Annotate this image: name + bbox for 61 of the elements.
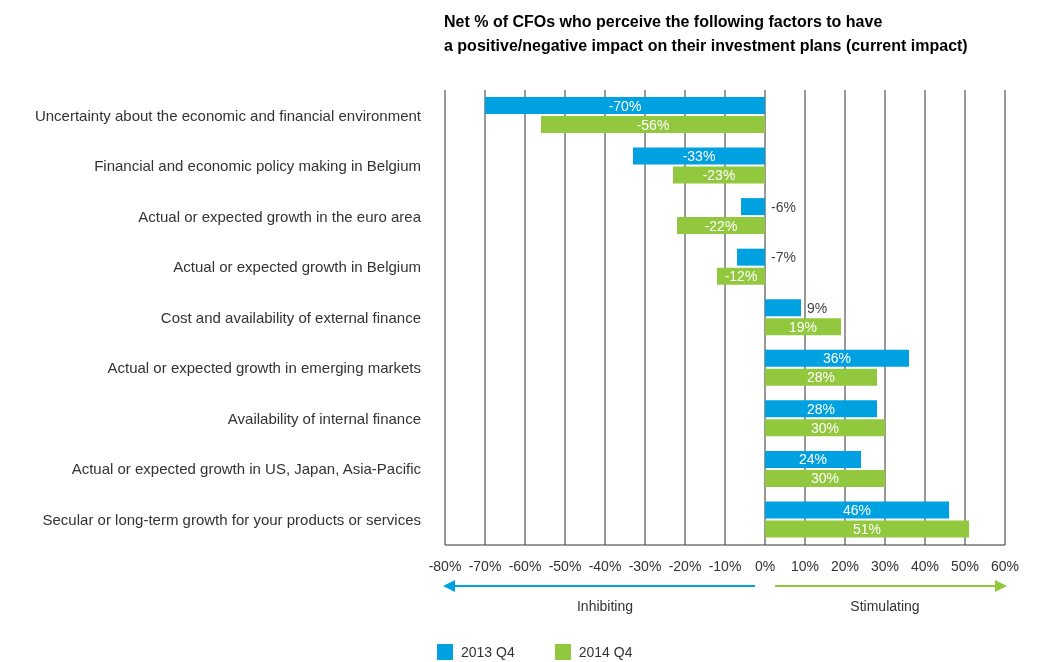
data-label: -6% [771, 198, 796, 215]
data-label: 30% [810, 419, 840, 436]
data-label: 9% [807, 299, 828, 316]
y-tick-label: Availability of internal finance [227, 409, 421, 427]
data-label: -7% [771, 249, 796, 266]
bar [765, 469, 885, 487]
data-label: 28% [806, 400, 836, 417]
bar [765, 450, 861, 468]
data-label: 30% [810, 470, 840, 487]
text: Stimulating [849, 598, 921, 614]
data-label: 24% [798, 451, 828, 468]
x-tick-label: 30% [870, 557, 900, 574]
x-tick-label: 0% [754, 557, 776, 574]
bar [765, 368, 877, 386]
x-tick-label: -80% [428, 557, 462, 574]
bar [765, 349, 909, 367]
bar [741, 198, 765, 216]
x-tick-label: -10% [708, 557, 742, 574]
bar [765, 400, 877, 418]
y-tick-label: Actual or expected growth in US, Japan, Asia-Pacific [71, 460, 422, 478]
data-label: 28% [806, 369, 836, 386]
x-tick-label: -60% [508, 557, 542, 574]
data-label: 19% [788, 318, 818, 335]
x-tick-label: -20% [668, 557, 702, 574]
y-tick-label: Financial and economic policy making in Belgium [94, 157, 421, 175]
y-tick-label: Actual or expected growth in emerging markets [107, 359, 421, 377]
data-label: 46% [842, 501, 872, 518]
bar [737, 248, 765, 266]
y-tick-label: Cost and availability of external finance [160, 308, 421, 326]
y-tick-label: Secular or long-term growth for your products or services [42, 511, 421, 529]
data-label: 51% [852, 520, 882, 537]
x-tick-label: 60% [990, 557, 1020, 574]
legend-label: 2013 Q4 [461, 644, 515, 660]
bar [765, 419, 885, 437]
bar [765, 299, 801, 317]
data-label: -12% [724, 268, 758, 285]
legend-label: 2014 Q4 [578, 644, 633, 660]
data-label: -33% [682, 148, 716, 165]
text: Inhibiting [575, 598, 634, 614]
data-label: -23% [702, 167, 736, 184]
bar [633, 147, 765, 165]
x-tick-label: -30% [628, 557, 662, 574]
data-label: -70% [608, 97, 642, 114]
bar [485, 97, 765, 114]
data-label: 36% [822, 350, 852, 367]
y-tick-label: Actual or expected growth in the euro area [138, 207, 422, 225]
x-tick-label: -70% [468, 557, 502, 574]
bar [765, 520, 969, 538]
x-tick-label: 20% [830, 557, 860, 574]
x-tick-label: -50% [548, 557, 582, 574]
y-tick-label: Uncertainty about the economic and financial environment [34, 106, 422, 124]
data-label: -22% [704, 217, 738, 234]
bar [541, 116, 765, 133]
x-tick-label: 40% [910, 557, 940, 574]
data-label: -56% [636, 116, 670, 133]
x-tick-label: 10% [790, 557, 820, 574]
y-tick-label: Actual or expected growth in Belgium [173, 258, 421, 276]
x-tick-label: -40% [588, 557, 622, 574]
x-tick-label: 50% [950, 557, 980, 574]
bar [765, 501, 949, 519]
chart-title: Net % of CFOs who perceive the following factors to have a positive/negative impact on their investment plans (current impact) [444, 12, 968, 56]
